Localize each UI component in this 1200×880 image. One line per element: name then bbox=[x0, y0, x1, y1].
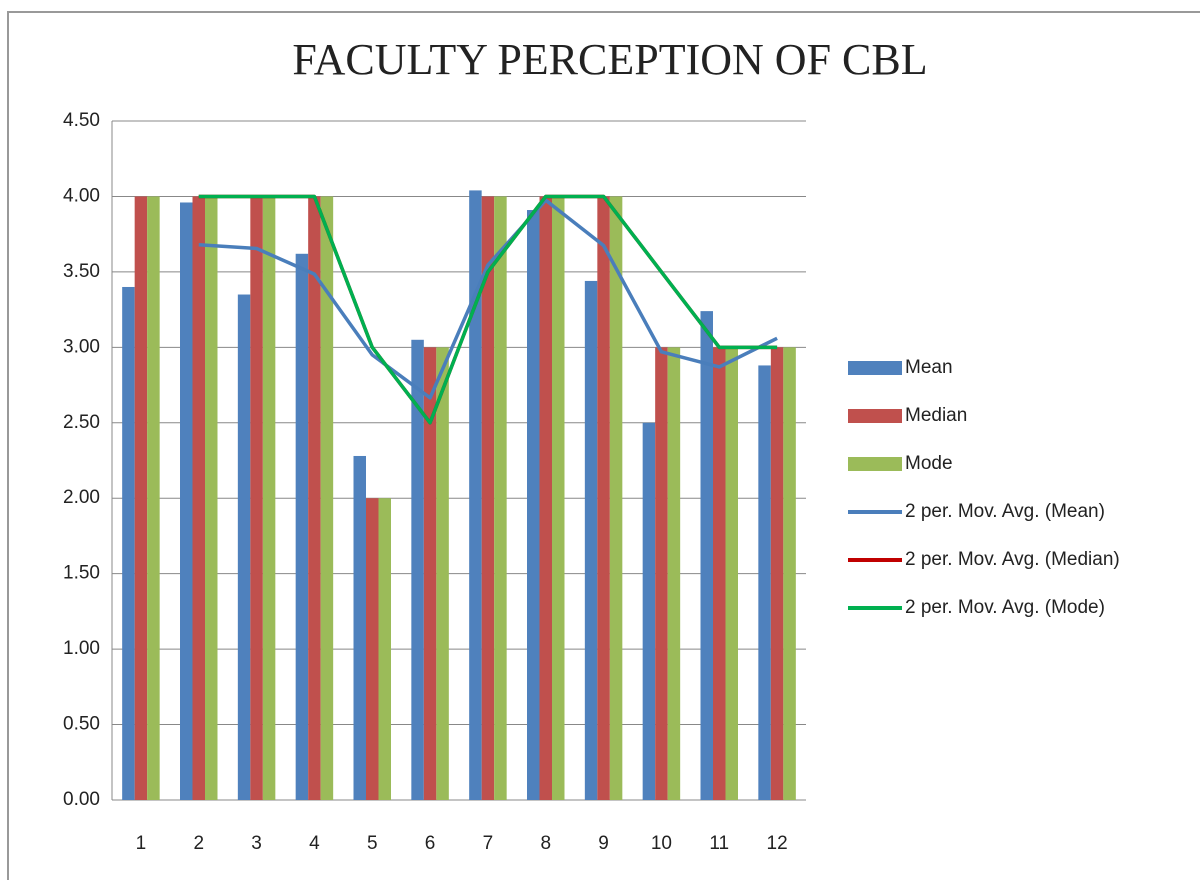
y-tick-label: 2.00 bbox=[63, 487, 100, 508]
bar bbox=[411, 339, 424, 800]
y-tick-label: 3.50 bbox=[63, 261, 100, 282]
y-tick-label: 1.00 bbox=[63, 638, 100, 659]
x-tick-label: 3 bbox=[251, 833, 262, 854]
bar bbox=[758, 365, 771, 800]
legend-label: Mean bbox=[905, 357, 953, 378]
bar bbox=[469, 190, 482, 801]
bar bbox=[353, 455, 366, 800]
bar bbox=[770, 347, 784, 800]
x-tick-label: 2 bbox=[193, 833, 204, 854]
bar bbox=[237, 294, 251, 800]
y-tick-label: 0.00 bbox=[63, 789, 100, 810]
bar bbox=[320, 196, 334, 800]
bar bbox=[552, 196, 565, 800]
legend-label: 2 per. Mov. Avg. (Median) bbox=[905, 549, 1120, 570]
x-tick-label: 10 bbox=[651, 833, 672, 854]
bar bbox=[192, 196, 205, 800]
bar bbox=[539, 196, 552, 800]
legend-swatch bbox=[848, 457, 902, 471]
x-tick-label: 9 bbox=[598, 833, 609, 854]
y-tick-label: 4.00 bbox=[63, 185, 100, 206]
bar bbox=[667, 347, 681, 800]
bar bbox=[180, 202, 193, 801]
x-tick-label: 8 bbox=[540, 833, 551, 854]
bar bbox=[205, 196, 218, 800]
trend-line bbox=[198, 198, 778, 400]
bar bbox=[134, 196, 148, 800]
chart-title: FACULTY PERCEPTION OF CBL bbox=[292, 35, 927, 84]
bar bbox=[494, 196, 507, 800]
legend-label: Median bbox=[905, 405, 967, 426]
trend-line bbox=[198, 194, 778, 425]
bar bbox=[481, 196, 495, 800]
legend-label: 2 per. Mov. Avg. (Mode) bbox=[905, 597, 1105, 618]
bar bbox=[700, 311, 713, 800]
bar bbox=[783, 347, 796, 800]
legend-swatch bbox=[848, 409, 902, 423]
chart-frame bbox=[7, 11, 1200, 880]
bar bbox=[250, 196, 263, 800]
bar bbox=[423, 347, 437, 800]
legend-swatch bbox=[848, 361, 902, 375]
bar bbox=[725, 347, 738, 800]
x-tick-label: 7 bbox=[483, 833, 494, 854]
bar bbox=[262, 196, 276, 800]
bar bbox=[295, 253, 309, 800]
bar bbox=[597, 196, 610, 800]
bar bbox=[378, 498, 391, 800]
legend-label: 2 per. Mov. Avg. (Mean) bbox=[905, 501, 1105, 522]
x-tick-label: 11 bbox=[709, 833, 729, 854]
bar bbox=[655, 347, 668, 800]
x-tick-label: 4 bbox=[309, 833, 320, 854]
y-tick-label: 0.50 bbox=[63, 714, 100, 735]
y-tick-label: 3.00 bbox=[63, 336, 100, 357]
bar bbox=[527, 210, 540, 801]
x-tick-label: 5 bbox=[367, 833, 378, 854]
bar bbox=[147, 196, 160, 800]
x-tick-label: 1 bbox=[136, 833, 147, 854]
bar bbox=[436, 347, 449, 800]
bar bbox=[713, 347, 726, 800]
bar bbox=[366, 498, 379, 800]
y-tick-label: 4.50 bbox=[63, 110, 100, 131]
bar bbox=[308, 196, 321, 800]
bar bbox=[642, 422, 656, 800]
bar bbox=[584, 280, 598, 800]
x-tick-label: 12 bbox=[767, 833, 788, 854]
y-tick-label: 1.50 bbox=[63, 563, 100, 584]
y-tick-label: 2.50 bbox=[63, 412, 100, 433]
bar bbox=[122, 286, 135, 800]
bar bbox=[609, 196, 623, 800]
legend-label: Mode bbox=[905, 453, 953, 474]
x-tick-label: 6 bbox=[425, 833, 436, 854]
